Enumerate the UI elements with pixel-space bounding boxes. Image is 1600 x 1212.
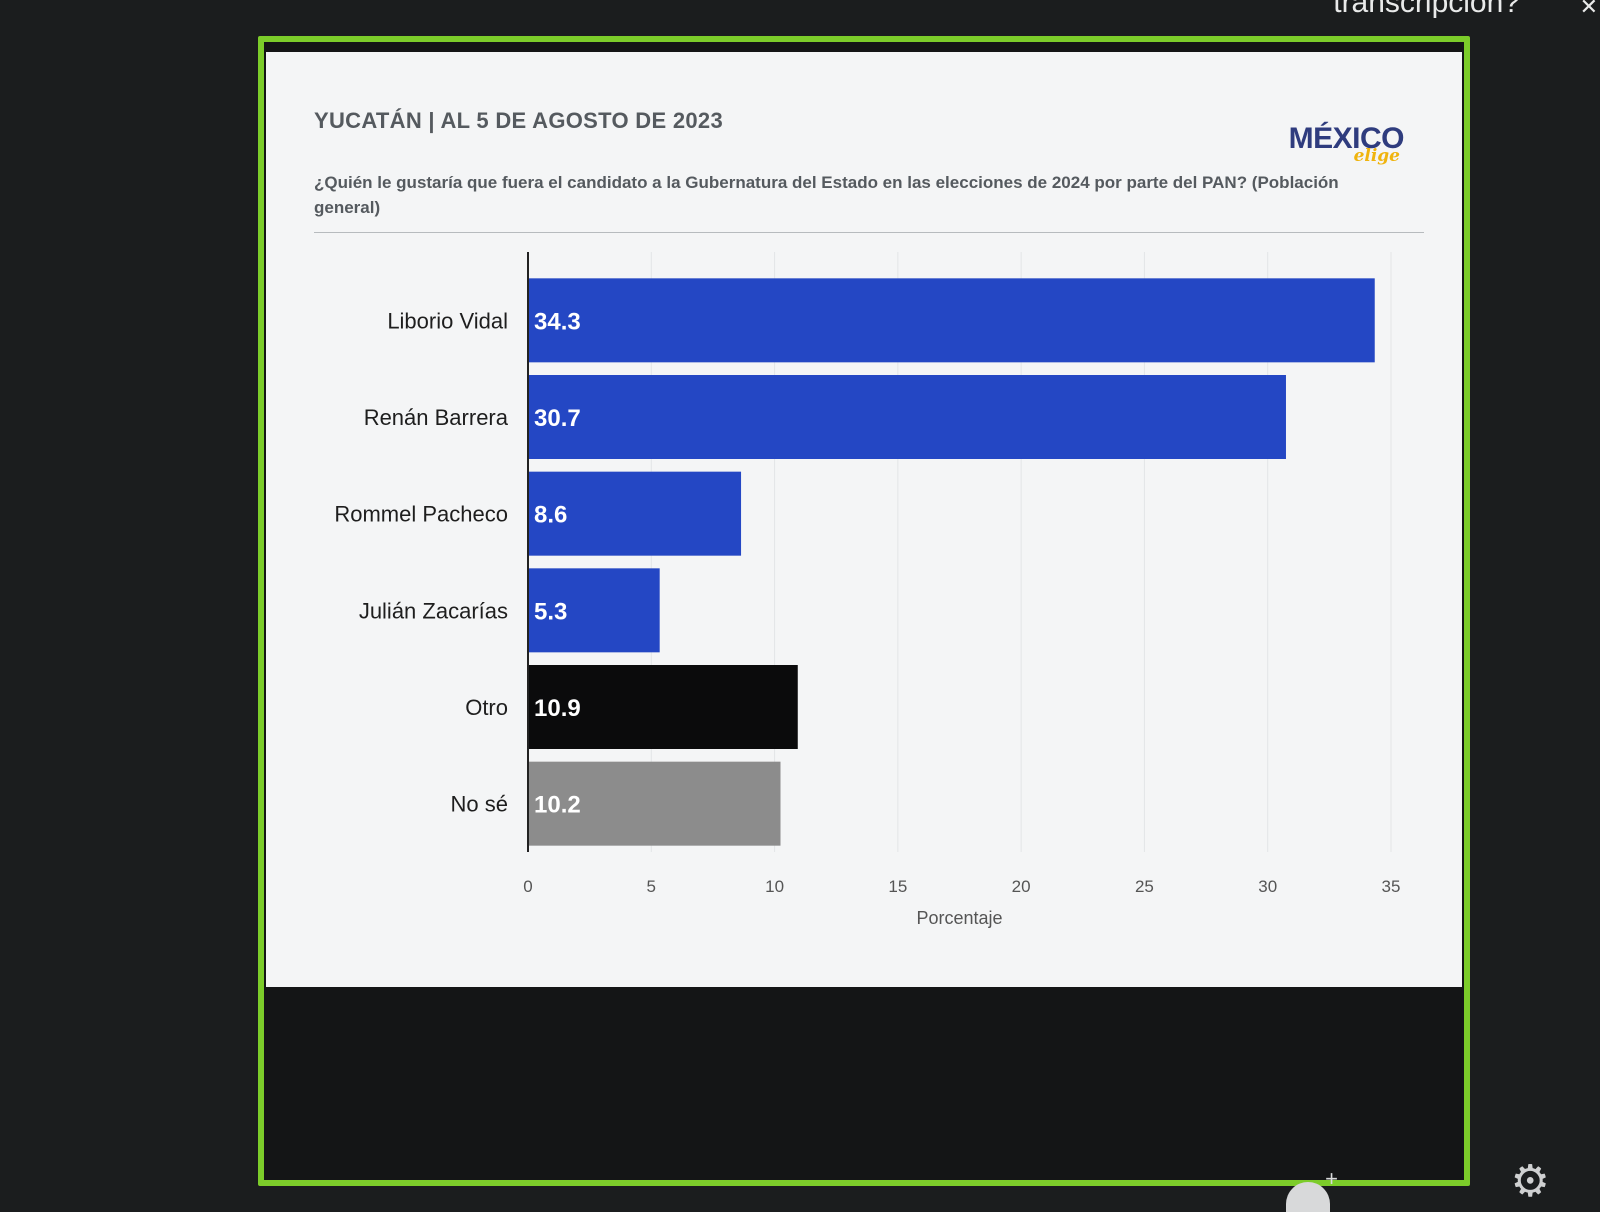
- category-label: No sé: [451, 792, 508, 817]
- bar: [529, 568, 660, 653]
- category-label: Julián Zacarías: [359, 598, 508, 623]
- x-axis-label: Porcentaje: [916, 908, 1002, 928]
- x-tick-label: 15: [888, 877, 907, 896]
- category-label: Otro: [465, 695, 508, 720]
- logo-script: elige: [1353, 146, 1400, 166]
- x-tick-label: 35: [1382, 877, 1401, 896]
- bar-chart: Liborio Vidal 34.3 Renán Barrera 30.7 Rommel…: [334, 252, 1400, 928]
- chart-card: YUCATÁN | AL 5 DE AGOSTO DE 2023 ¿Quién …: [266, 52, 1462, 987]
- add-user-icon[interactable]: +: [1286, 1166, 1338, 1212]
- bar: [529, 471, 742, 556]
- bars: Liborio Vidal 34.3 Renán Barrera 30.7 Rommel…: [334, 278, 1375, 846]
- category-label: Rommel Pacheco: [334, 502, 508, 527]
- title-divider: [314, 232, 1424, 233]
- x-tick-labels: 0 5 10 15 20 25 30 35: [523, 877, 1400, 896]
- logo-word: MÉXICO: [1288, 122, 1405, 155]
- x-tick-label: 5: [647, 877, 656, 896]
- bar-value-label: 5.3: [534, 598, 567, 625]
- x-tick-label: 10: [765, 877, 784, 896]
- x-tick-label: 30: [1258, 877, 1277, 896]
- mexico-elige-logo: MÉXICO elige: [1254, 122, 1405, 182]
- topbar-text: transcripción?: [1333, 0, 1520, 19]
- gear-icon[interactable]: ⚙: [1510, 1157, 1550, 1206]
- bar: [529, 278, 1375, 363]
- bar: [529, 665, 798, 749]
- x-tick-label: 0: [523, 877, 532, 896]
- category-label: Renán Barrera: [364, 405, 509, 430]
- x-tick-label: 25: [1135, 877, 1154, 896]
- bar-value-label: 8.6: [534, 502, 567, 529]
- bar-value-label: 10.9: [534, 695, 581, 722]
- bar-value-label: 34.3: [534, 308, 581, 335]
- category-label: Liborio Vidal: [387, 308, 508, 333]
- close-icon[interactable]: ✕: [1579, 0, 1598, 19]
- card-title: YUCATÁN | AL 5 DE AGOSTO DE 2023: [314, 108, 723, 133]
- bar: [529, 375, 1286, 459]
- plus-icon: +: [1325, 1166, 1338, 1191]
- bar-value-label: 30.7: [534, 405, 581, 432]
- survey-question: ¿Quién le gustaría que fuera el candidat…: [314, 173, 1339, 217]
- bar: [529, 761, 781, 846]
- x-tick-label: 20: [1012, 877, 1031, 896]
- bar-value-label: 10.2: [534, 792, 581, 819]
